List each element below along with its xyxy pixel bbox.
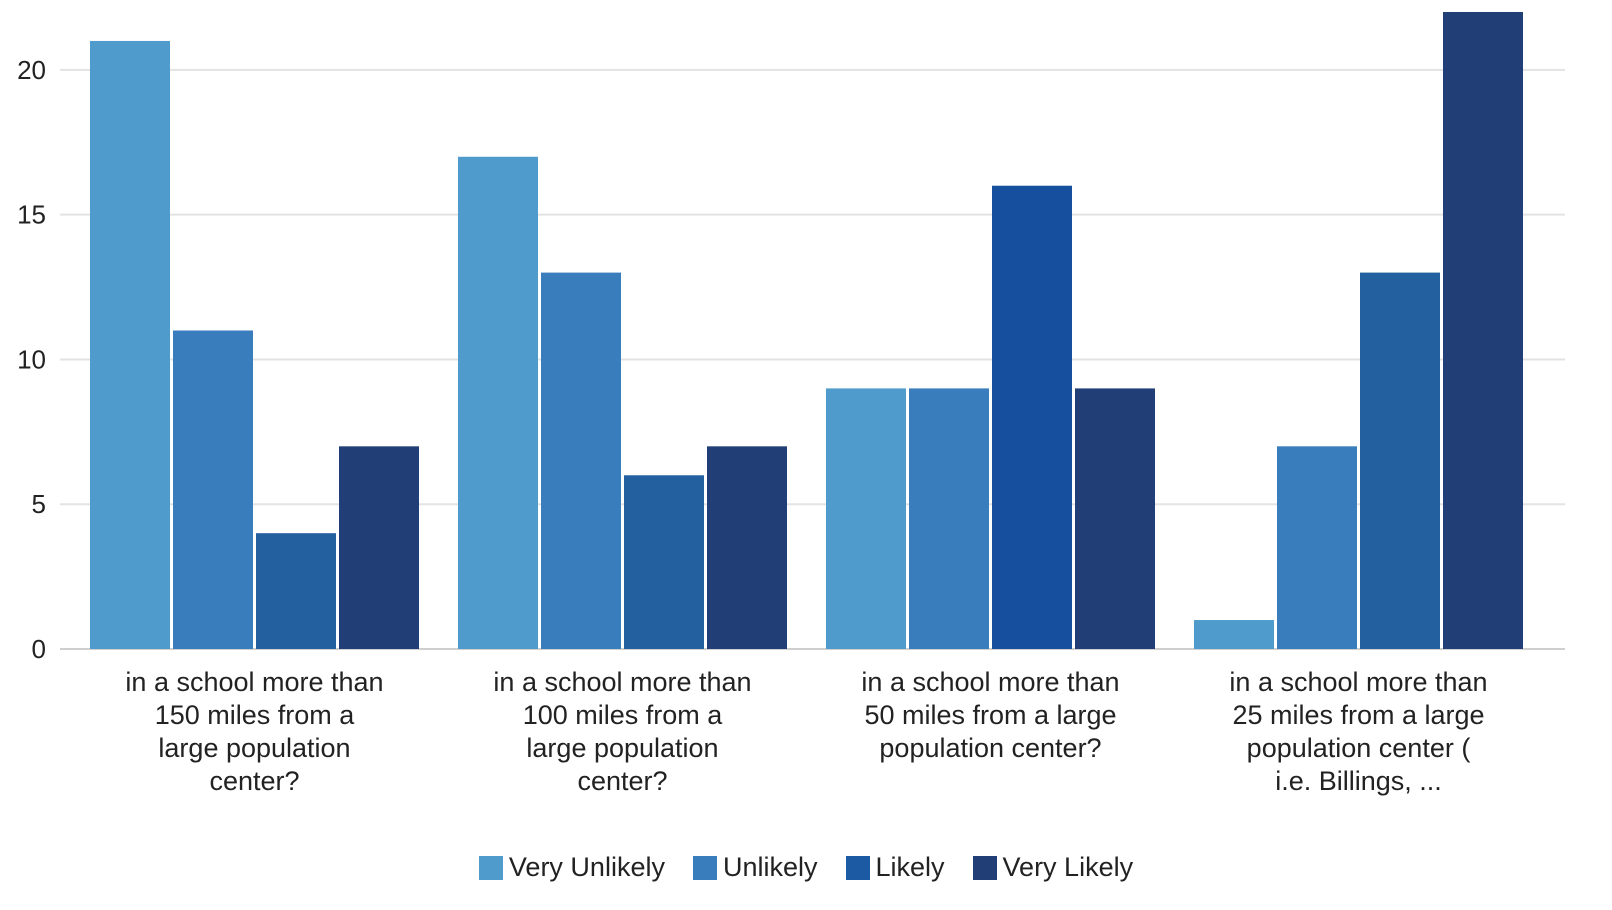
x-axis-categories: in a school more than 150 miles from a lar… [125, 667, 1487, 796]
bar-unlikely-4 [1277, 446, 1357, 649]
y-axis: 0 5 10 15 20 [17, 55, 46, 664]
bar-very-unlikely-3 [826, 388, 906, 649]
bar-unlikely-1 [173, 330, 253, 649]
legend-label: Likely [875, 852, 945, 882]
bar-likely-1 [256, 533, 336, 649]
legend-item-very-unlikely: Very Unlikely [478, 852, 665, 883]
legend-label: Very Unlikely [508, 852, 665, 882]
legend-label: Unlikely [722, 852, 818, 882]
legend: Very Unlikely Unlikely Likely Very Likely [0, 852, 1612, 883]
bar-unlikely-3 [909, 388, 989, 649]
bar-chart: 0 5 10 15 20 in a school more than 150 miles … [17, 12, 1565, 796]
legend-swatch [692, 855, 717, 880]
y-tick-label: 5 [32, 489, 46, 519]
legend-item-very-likely: Very Likely [972, 852, 1134, 883]
bar-very-likely-4 [1443, 12, 1523, 649]
bar-unlikely-2 [541, 272, 621, 649]
legend-item-unlikely: Unlikely [692, 852, 818, 883]
legend-swatch [478, 855, 503, 880]
y-tick-label: 20 [17, 55, 46, 85]
legend-swatch [972, 855, 997, 880]
y-tick-label: 15 [17, 200, 46, 230]
bar-likely-2 [624, 475, 704, 649]
bar-very-unlikely-4 [1194, 620, 1274, 649]
bar-very-likely-3 [1075, 388, 1155, 649]
bar-very-likely-2 [707, 446, 787, 649]
x-category-label: in a school more than 100 miles from a lar… [493, 667, 751, 796]
bar-very-unlikely-2 [458, 156, 538, 650]
x-category-label: in a school more than 25 miles from a lar… [1229, 667, 1487, 796]
x-category-label: in a school more than 150 miles from a lar… [125, 667, 383, 796]
bar-very-unlikely-1 [90, 40, 170, 650]
bar-very-likely-1 [339, 446, 419, 649]
x-category-label: in a school more than 50 miles from a lar… [861, 667, 1119, 763]
legend-item-likely: Likely [845, 852, 945, 883]
bar-likely-4 [1360, 272, 1440, 649]
bar-likely-3 [992, 185, 1072, 649]
bars [90, 12, 1523, 650]
y-tick-label: 10 [17, 344, 46, 374]
y-tick-label: 0 [32, 634, 46, 664]
legend-label: Very Likely [1002, 852, 1134, 882]
legend-swatch [845, 855, 870, 880]
